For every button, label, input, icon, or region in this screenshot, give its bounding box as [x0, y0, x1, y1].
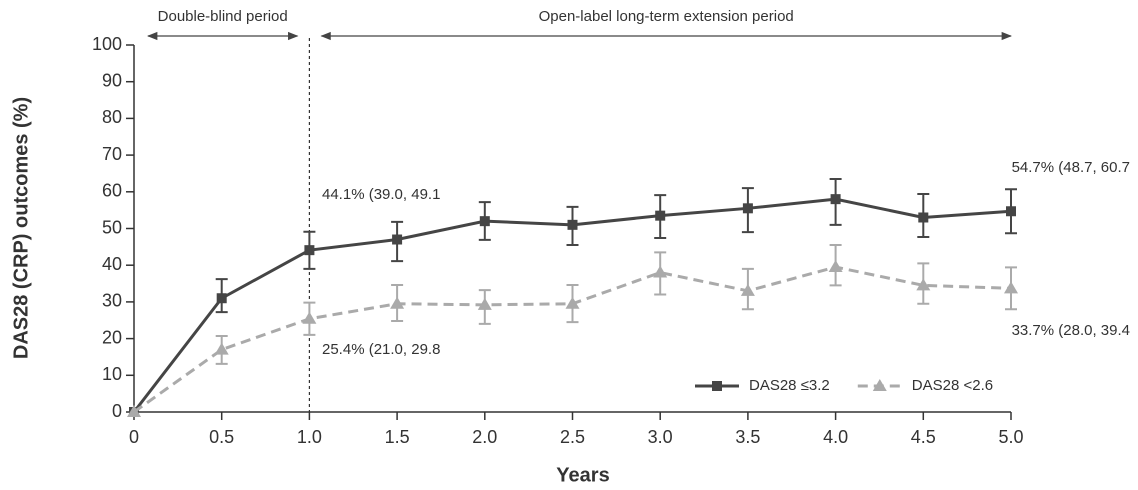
data-point: [1004, 281, 1018, 294]
y-tick-label: 90: [102, 70, 122, 90]
data-point: [567, 219, 578, 230]
period-label: Double-blind period: [158, 8, 288, 25]
data-point: [477, 297, 492, 310]
y-tick-label: 60: [102, 181, 122, 201]
y-tick-label: 20: [102, 327, 122, 347]
x-axis-label: Years: [556, 464, 609, 486]
data-point: [390, 296, 405, 309]
data-point: [742, 203, 753, 214]
data-point: [304, 245, 315, 256]
data-point: [830, 194, 841, 205]
y-tick-label: 10: [102, 364, 122, 384]
x-tick-label: 0: [129, 427, 139, 447]
data-point: [655, 210, 666, 221]
annotation: 54.7% (48.7, 60.7: [1012, 159, 1130, 176]
x-tick-label: 1.5: [385, 427, 410, 447]
period-label: Open-label long-term extension period: [539, 8, 794, 25]
y-tick-label: 50: [102, 217, 122, 237]
data-point: [214, 342, 229, 355]
y-tick-label: 100: [92, 34, 122, 54]
data-point: [302, 311, 317, 324]
data-point: [918, 212, 929, 223]
y-tick-label: 80: [102, 107, 122, 127]
x-tick-label: 3.5: [735, 427, 760, 447]
y-axis-label: DAS28 (CRP) outcomes (%): [10, 97, 32, 359]
legend-label: DAS28 ≤3.2: [749, 377, 830, 394]
data-point: [127, 405, 141, 417]
data-point: [216, 293, 227, 304]
data-point: [392, 234, 403, 245]
annotation: 44.1% (39.0, 49.1: [322, 186, 440, 203]
x-tick-label: 4.5: [911, 427, 936, 447]
annotation: 33.7% (28.0, 39.4: [1012, 322, 1130, 339]
legend-marker: [712, 381, 722, 391]
x-tick-label: 2.5: [560, 427, 585, 447]
x-tick-label: 4.0: [823, 427, 848, 447]
x-tick-label: 3.0: [648, 427, 673, 447]
x-tick-label: 1.0: [297, 427, 322, 447]
data-point: [653, 265, 668, 278]
data-point: [479, 216, 490, 227]
data-point: [828, 260, 843, 273]
y-tick-label: 0: [112, 401, 122, 421]
legend-marker: [872, 379, 887, 391]
x-tick-label: 0.5: [209, 427, 234, 447]
data-point: [1006, 206, 1016, 217]
y-tick-label: 70: [102, 144, 122, 164]
x-tick-label: 5.0: [998, 427, 1023, 447]
y-tick-label: 40: [102, 254, 122, 274]
x-tick-label: 2.0: [472, 427, 497, 447]
data-point: [740, 283, 755, 296]
annotation: 25.4% (21.0, 29.8: [322, 341, 440, 358]
data-point: [565, 296, 580, 309]
y-tick-label: 30: [102, 291, 122, 311]
data-point: [916, 278, 931, 291]
legend-label: DAS28 <2.6: [912, 377, 993, 394]
